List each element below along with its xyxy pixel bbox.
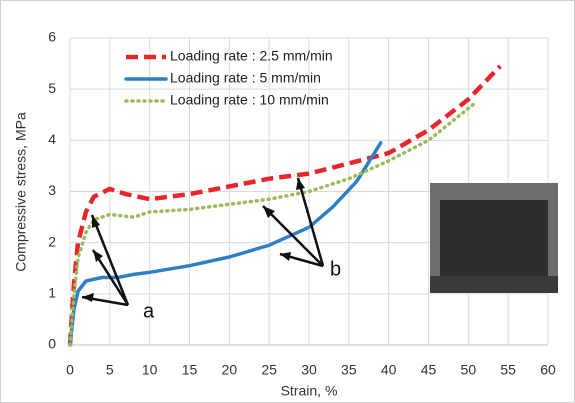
y-tick-label: 6 — [48, 29, 56, 45]
x-tick-label: 25 — [261, 362, 277, 378]
arrow — [296, 177, 325, 267]
x-tick-label: 60 — [540, 362, 556, 378]
y-axis-title: Compressive stress, MPa — [13, 112, 29, 272]
annotation: b — [330, 258, 341, 280]
photo-base — [430, 276, 558, 293]
arrowhead — [82, 293, 94, 302]
x-tick-label: 10 — [142, 362, 158, 378]
series-line — [68, 141, 383, 347]
y-tick-label: 0 — [48, 336, 56, 352]
x-tick-label: 15 — [182, 362, 198, 378]
arrowheads — [82, 178, 305, 302]
arrow — [262, 205, 324, 267]
annotation: a — [143, 300, 155, 322]
x-tick-label: 45 — [421, 362, 437, 378]
y-tick-label: 1 — [48, 285, 56, 301]
y-tick-label: 4 — [48, 131, 56, 147]
x-tick-label: 0 — [66, 362, 74, 378]
legend-label: Loading rate : 5 mm/min — [170, 70, 321, 86]
plot — [67, 64, 502, 347]
arrowhead — [296, 178, 305, 190]
series-line — [67, 64, 502, 346]
arrowhead — [263, 206, 275, 218]
specimen-block — [440, 200, 548, 276]
arrowhead — [93, 250, 103, 262]
x-tick-label: 55 — [500, 362, 516, 378]
legend-label: Loading rate : 10 mm/min — [170, 92, 329, 108]
arrowhead — [280, 252, 291, 261]
legend-label: Loading rate : 2.5 mm/min — [170, 48, 333, 64]
y-tick-label: 5 — [48, 80, 56, 96]
arrowhead — [92, 215, 100, 228]
x-axis-title: Strain, % — [281, 383, 338, 399]
x-tick-label: 50 — [461, 362, 477, 378]
series-line — [68, 100, 479, 347]
legend: Loading rate : 2.5 mm/min Loading rate : … — [124, 48, 333, 108]
x-tick-label: 30 — [301, 362, 317, 378]
y-tick-label: 3 — [48, 182, 56, 198]
x-tick-label: 5 — [106, 362, 114, 378]
arrow — [90, 214, 130, 306]
x-tick-label: 40 — [381, 362, 397, 378]
x-tick-label: 35 — [341, 362, 357, 378]
y-tick-label: 2 — [48, 233, 56, 249]
x-tick-label: 20 — [222, 362, 238, 378]
